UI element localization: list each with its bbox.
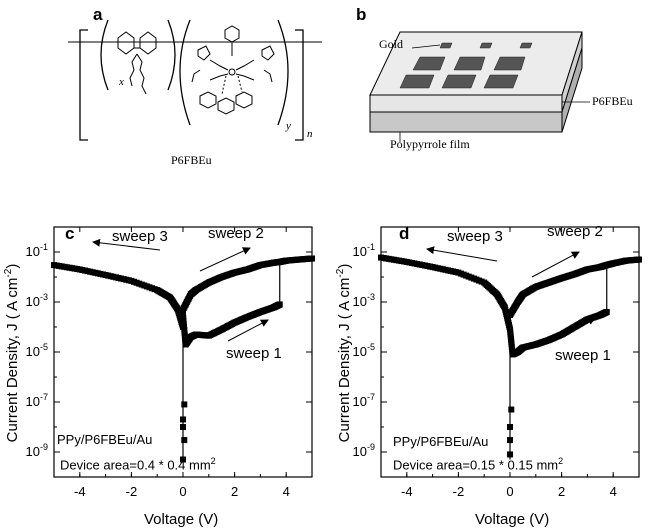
- sweep-arrows-d: [426, 246, 596, 339]
- x-tick-label: -2: [126, 484, 138, 499]
- y-axis-title-c: Current Density, J ( A cm-2): [3, 263, 21, 443]
- sweep-3-label: sweep 3: [447, 228, 503, 245]
- device-schematic: [369, 31, 590, 142]
- x-tick-label: 2: [558, 484, 565, 499]
- sweep-1-label: sweep 1: [555, 347, 611, 364]
- y-axis-title-d: Current Density, J ( A cm-2): [335, 263, 353, 443]
- x-tick-label: 4: [283, 484, 290, 499]
- device-area-c: Device area=0.4 * 0.4 mm2: [60, 456, 216, 473]
- x-tick-label: 4: [610, 484, 617, 499]
- y-tick-label: 10-7: [353, 392, 375, 409]
- sweep-1-label: sweep 1: [226, 345, 282, 362]
- sweep-2-label: sweep 2: [208, 225, 264, 242]
- data-point-sweep-1: [276, 301, 283, 308]
- data-point-drop: [181, 437, 188, 444]
- y-tick-label: 10-5: [353, 342, 375, 359]
- sweep-arrows-c: [92, 238, 269, 342]
- device-label-c: PPy/P6FBEu/Au: [57, 432, 153, 447]
- x-tick-label: 0: [179, 484, 186, 499]
- chart-c: -4 -2 0 2 4 10-1 10-3 10-5 10-7 10-9: [26, 226, 315, 499]
- compound-label: P6FBEu: [171, 153, 212, 167]
- x-tick-label: -2: [453, 484, 465, 499]
- x-tick-label: -4: [74, 484, 86, 499]
- polypyrrole-label: Polypyrrole film: [390, 137, 470, 151]
- chemical-structure-diagram: [68, 19, 322, 141]
- y-tick-label: 10-5: [26, 342, 48, 359]
- device-area-d: Device area=0.15 * 0.15 mm2: [393, 456, 564, 473]
- x-tick-label: 0: [506, 484, 513, 499]
- x-axis-title-c: Voltage (V): [144, 511, 219, 528]
- data-point-sweep-2: [636, 256, 642, 263]
- p6fbeu-layer-label: P6FBEu: [592, 94, 633, 108]
- subscript-n: n: [307, 128, 313, 140]
- y-tick-label: 10-3: [26, 292, 48, 309]
- device-label-d: PPy/P6FBEu/Au: [393, 434, 489, 449]
- subscript-y: y: [286, 120, 291, 132]
- y-tick-label: 10-7: [26, 392, 48, 409]
- data-point-sweep-2: [309, 255, 315, 262]
- y-tick-label: 10-1: [26, 242, 48, 259]
- panel-b-letter: b: [356, 5, 367, 24]
- sweep-3-label: sweep 3: [112, 228, 168, 245]
- y-tick-label: 10-9: [26, 442, 48, 459]
- gold-label: Gold: [379, 37, 403, 51]
- data-point-drop: [181, 401, 188, 408]
- sweep-2-label: sweep 2: [547, 223, 603, 240]
- x-axis-title-d: Voltage (V): [475, 511, 550, 528]
- subscript-x: x: [119, 76, 124, 88]
- y-tick-label: 10-9: [353, 442, 375, 459]
- y-tick-label: 10-3: [353, 292, 375, 309]
- panel-c-letter: c: [65, 224, 75, 243]
- panel-d-letter: d: [399, 224, 410, 243]
- data-point-drop: [508, 406, 515, 413]
- y-tick-label: 10-1: [353, 242, 375, 259]
- x-tick-label: 2: [231, 484, 238, 499]
- panel-a-letter: a: [93, 5, 103, 24]
- x-tick-label: -4: [401, 484, 413, 499]
